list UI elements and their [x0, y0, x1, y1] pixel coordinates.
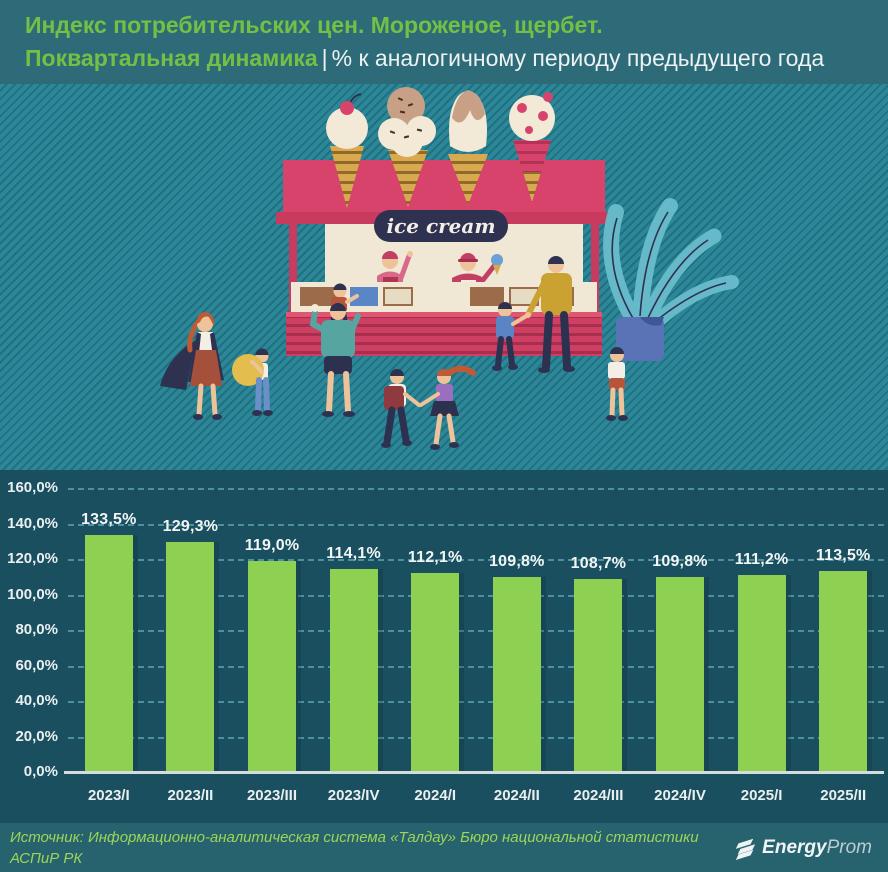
- person-girl-ponytail: [419, 365, 476, 450]
- y-axis-label: 140,0%: [7, 514, 58, 532]
- x-axis-label: 2023/IV: [327, 787, 380, 804]
- y-axis-label: 20,0%: [15, 727, 58, 745]
- bar: [248, 561, 296, 772]
- x-axis-label: 2024/III: [573, 787, 624, 804]
- bar: [166, 542, 215, 772]
- x-axis-line: [64, 771, 884, 774]
- title-separator: |: [321, 45, 328, 71]
- y-axis-label: 60,0%: [15, 656, 58, 674]
- y-axis-label: 160,0%: [7, 479, 58, 496]
- chart-section: 0,0% 20,0% 40,0% 60,0% 80,0% 100,0% 120,0% 140,…: [0, 470, 888, 823]
- bar-value-label: 109,8%: [489, 553, 545, 570]
- y-axis-label: 0,0%: [23, 763, 58, 780]
- bar: [737, 575, 786, 772]
- gridline: [68, 523, 884, 526]
- page-title-line2: Поквартальная динамика |% к аналогичному …: [25, 42, 888, 75]
- bar-value-label: 114,1%: [326, 545, 381, 562]
- gridline: [68, 736, 884, 739]
- logo-prom: Prom: [826, 836, 872, 858]
- person-man-yellow: [525, 256, 575, 373]
- bar: [411, 573, 460, 772]
- y-axis-label: 80,0%: [15, 621, 58, 638]
- gridline: [68, 559, 884, 561]
- bar: [656, 577, 704, 772]
- person-boy-right: [606, 347, 628, 421]
- ice-cream-stand-illustration: ice cream: [160, 87, 739, 450]
- x-axis-label: 2023/I: [87, 787, 130, 804]
- person-woman: [160, 312, 224, 420]
- bar-value-label: 109,8%: [652, 553, 708, 570]
- gridline: [68, 701, 884, 703]
- source-line2: АСПиР РК: [10, 849, 83, 867]
- y-axis-label: 120,0%: [7, 550, 58, 567]
- energyprom-icon: [735, 838, 756, 860]
- cone-cherry: [326, 93, 368, 208]
- x-axis-label: 2025/I: [740, 787, 783, 804]
- person-father-with-kid: [309, 283, 361, 417]
- bar: [84, 535, 133, 772]
- person-child-balloon: [232, 348, 273, 416]
- x-axis-label: 2024/IV: [654, 787, 706, 804]
- ice-cream-sign: ice cream: [374, 210, 508, 242]
- bar-value-label: 108,7%: [570, 555, 627, 572]
- x-axis-label: 2024/I: [414, 787, 457, 804]
- title-subtitle: % к аналогичному периоду предыдущего год…: [331, 45, 825, 71]
- cone-sprinkles: [378, 87, 436, 207]
- potted-plant: [603, 198, 739, 361]
- cone-berries: [509, 92, 555, 202]
- title-highlight-1: Индекс потребительских цен. Мороженое, щ…: [25, 12, 603, 38]
- gridline: [68, 665, 884, 668]
- bar: [819, 571, 868, 772]
- bar: [574, 579, 623, 772]
- bar: [492, 577, 541, 772]
- illustration-section: ice cream: [0, 84, 888, 470]
- y-axis-label: 100,0%: [7, 585, 58, 603]
- y-axis-label: 40,0%: [15, 692, 58, 709]
- bar-value-label: 119,0%: [244, 537, 300, 554]
- cone-caramel: [448, 90, 488, 205]
- person-boy-backpack: [381, 369, 421, 448]
- gridline: [68, 594, 884, 597]
- bar-value-label: 112,1%: [407, 549, 463, 566]
- logo-energy: Energy: [762, 836, 827, 858]
- bar-value-label: 129,3%: [162, 518, 219, 535]
- energyprom-logo: EnergyProm: [733, 835, 872, 861]
- x-axis-label: 2025/II: [820, 787, 867, 804]
- x-axis-label: 2023/III: [246, 787, 298, 804]
- bar-value-label: 133,5%: [81, 511, 137, 528]
- footer: Источник: Информационно-аналитическая си…: [0, 823, 888, 872]
- awning: [283, 160, 605, 216]
- bar: [329, 569, 378, 772]
- person-boy-blue: [492, 302, 530, 371]
- source-line1: Источник: Информационно-аналитическая си…: [10, 828, 699, 846]
- page-title-line1: Индекс потребительских цен. Мороженое, щ…: [25, 9, 888, 42]
- gridline: [68, 488, 884, 490]
- sign-text: ice cream: [386, 214, 495, 238]
- x-axis-label: 2024/II: [493, 787, 540, 804]
- gridline: [68, 630, 884, 632]
- source-text: Источник: Информационно-аналитическая си…: [10, 827, 699, 869]
- bar-value-label: 113,5%: [815, 547, 871, 564]
- title-highlight-2: Поквартальная динамика: [25, 45, 318, 71]
- x-axis-label: 2023/II: [167, 787, 214, 804]
- bar-value-label: 111,2%: [734, 551, 789, 568]
- header: Индекс потребительских цен. Мороженое, щ…: [0, 0, 888, 84]
